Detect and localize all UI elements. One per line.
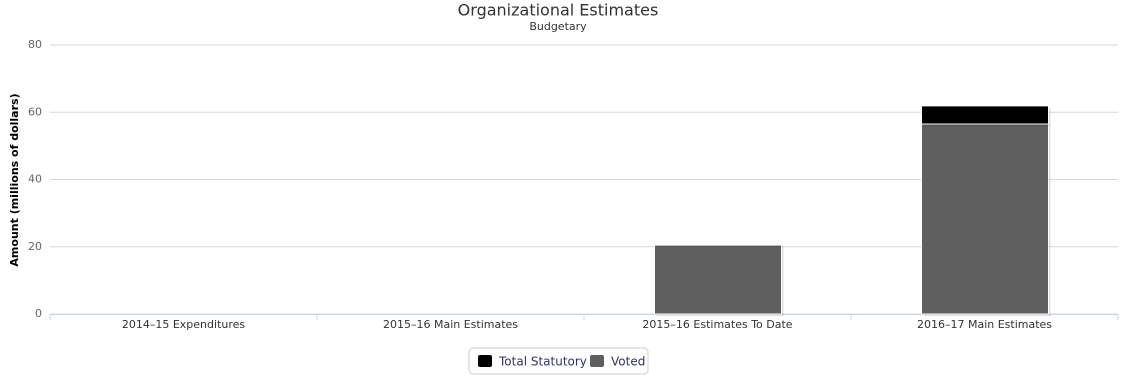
legend-swatch[interactable] <box>478 355 492 367</box>
legend-box <box>468 347 649 375</box>
bar-segment <box>654 243 782 246</box>
bar-shadow <box>656 246 784 248</box>
y-tick-label: 60 <box>28 105 42 118</box>
chart-title: Organizational Estimates <box>458 1 659 20</box>
x-tick-label: 2014–15 Expenditures <box>122 318 246 331</box>
legend-swatch[interactable] <box>590 355 604 367</box>
chart-subtitle: Budgetary <box>529 20 587 33</box>
y-tick-label: 40 <box>28 173 42 186</box>
legend-label[interactable]: Total Statutory <box>498 355 587 369</box>
y-tick-label: 0 <box>35 307 42 320</box>
x-tick-label: 2015–16 Estimates To Date <box>642 318 792 331</box>
bar-segment <box>654 244 782 315</box>
y-axis-label: Amount (millions of dollars) <box>8 93 21 266</box>
bar-segment <box>921 123 1049 315</box>
x-tick-label: 2015–16 Main Estimates <box>383 318 518 331</box>
y-tick-label: 80 <box>28 38 42 51</box>
x-tick-label: 2016–17 Main Estimates <box>917 318 1052 331</box>
y-tick-label: 20 <box>28 240 42 253</box>
bar-segment <box>921 105 1049 125</box>
legend-label[interactable]: Voted <box>611 355 645 369</box>
